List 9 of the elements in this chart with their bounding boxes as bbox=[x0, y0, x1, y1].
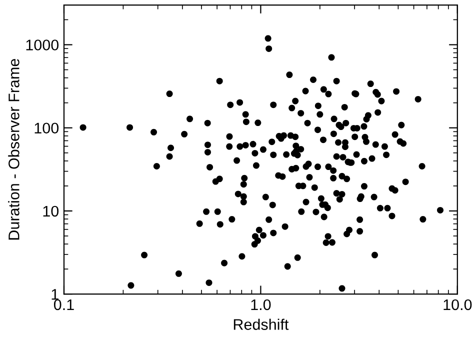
x-tick-label: 1.0 bbox=[251, 299, 271, 310]
y-tick-label: 1000 bbox=[26, 40, 59, 50]
x-tick-label: 10.0 bbox=[444, 299, 472, 310]
y-axis-title: Duration - Observer Frame bbox=[8, 58, 20, 240]
x-axis-title: Redshift bbox=[234, 318, 289, 330]
y-tick-label: 1 bbox=[52, 289, 58, 300]
y-tick-label: 10 bbox=[43, 206, 59, 217]
y-tick-label: 100 bbox=[34, 122, 59, 134]
x-tick-label: 0.1 bbox=[54, 299, 74, 310]
